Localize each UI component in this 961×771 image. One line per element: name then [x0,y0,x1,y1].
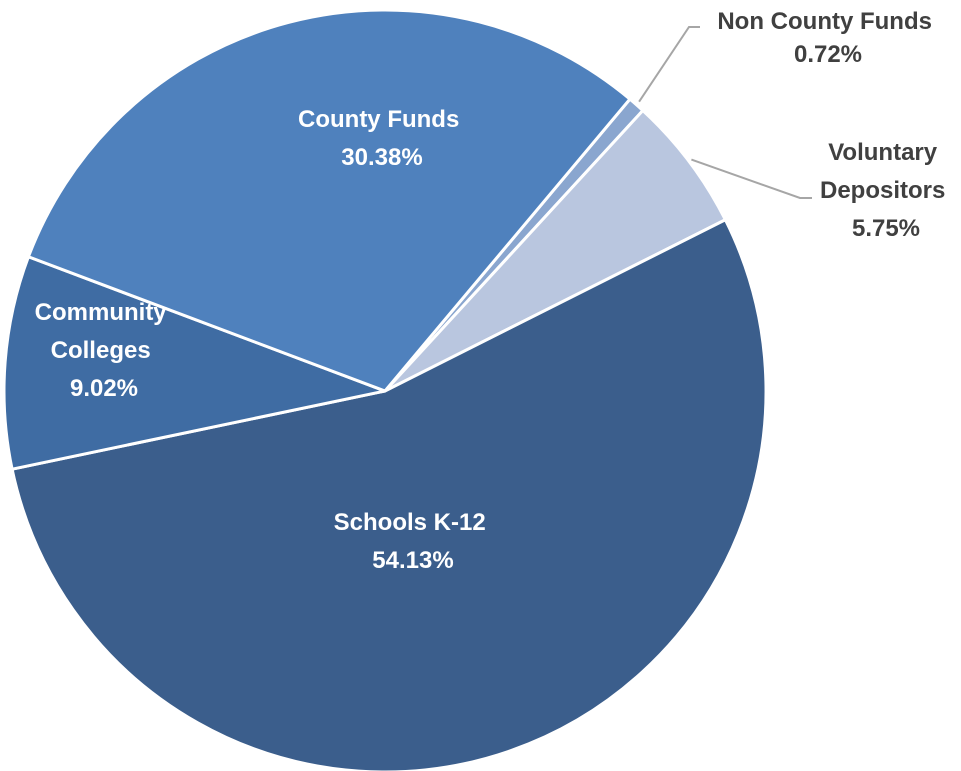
label-county-funds: County Funds 30.38% [298,106,466,171]
label-voluntary-depositors-line1: Voluntary [828,139,938,166]
label-schools-k12-pct: 54.13% [372,547,453,574]
label-non-county-funds: Non County Funds 0.72% [717,8,938,68]
label-community-colleges-line1: Community [35,299,168,326]
label-non-county-funds-name: Non County Funds [717,8,932,35]
leader-line-non-county-funds [638,26,700,103]
leader-line-voluntary-depositors [691,158,812,199]
label-community-colleges-line2: Colleges [51,337,151,364]
label-non-county-funds-pct: 0.72% [794,41,862,68]
label-voluntary-depositors-pct: 5.75% [852,215,920,242]
label-voluntary-depositors-line2: Depositors [820,177,945,204]
pie-slices [2,8,768,771]
leader-lines [638,26,812,199]
pie-slice-county-funds [26,8,632,393]
label-schools-k12: Schools K-12 54.13% [334,509,493,574]
label-community-colleges-pct: 9.02% [70,375,138,402]
pie-slice-community [2,255,387,471]
label-community-colleges: Community Colleges 9.02% [35,299,174,402]
pie-slice-voluntary [383,109,727,393]
label-county-funds-pct: 30.38% [341,144,422,171]
label-voluntary-depositors: Voluntary Depositors 5.75% [820,139,952,242]
label-county-funds-name: County Funds [298,106,459,133]
pie-slice-schools-k-12 [10,218,768,771]
label-schools-k12-name: Schools K-12 [334,509,486,536]
